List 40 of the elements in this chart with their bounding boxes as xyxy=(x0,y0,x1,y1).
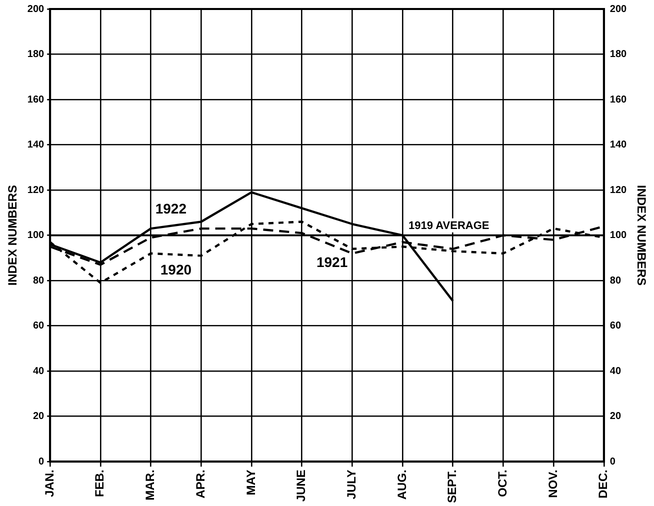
series-label: 1921 xyxy=(316,254,348,270)
y2-tick-label: 120 xyxy=(610,184,628,196)
y-tick-label: 60 xyxy=(32,320,45,332)
x-tick-label: JULY xyxy=(344,470,358,500)
x-tick-label: DEC. xyxy=(596,470,610,498)
y2-tick-label: 100 xyxy=(610,230,628,242)
y-tick-label: 0 xyxy=(38,456,45,468)
y-tick-label: 20 xyxy=(32,411,45,422)
y2-tick-label: 80 xyxy=(610,275,622,286)
y-tick-label: 140 xyxy=(27,140,45,151)
y-tick-label: 100 xyxy=(27,230,45,242)
x-tick-label: MAY xyxy=(244,470,258,496)
y2-tick-label: 20 xyxy=(610,411,622,422)
y2-tick-label: 40 xyxy=(610,366,622,377)
x-tick-label: NOV. xyxy=(546,470,560,498)
y-axis-title: INDEX NUMBERS xyxy=(6,184,20,286)
y-tick-label: 160 xyxy=(27,94,45,106)
y-tick-label: 180 xyxy=(27,49,45,60)
x-tick-label: OCT. xyxy=(496,470,510,497)
y2-tick-label: 0 xyxy=(610,456,616,468)
y2-tick-label: 200 xyxy=(610,4,628,15)
y-tick-label: 120 xyxy=(27,184,45,196)
x-tick-label: SEPT. xyxy=(445,470,460,504)
y2-tick-label: 60 xyxy=(610,320,622,332)
y2-tick-label: 140 xyxy=(610,140,628,151)
x-tick-label: JAN. xyxy=(42,470,56,497)
y-tick-label: 40 xyxy=(32,366,45,377)
ref-line-label: 1919 AVERAGE xyxy=(408,220,490,232)
y2-tick-label: 160 xyxy=(610,94,628,106)
x-tick-label: JUNE xyxy=(294,470,308,502)
series-label: 1922 xyxy=(155,200,187,217)
x-tick-label: MAR. xyxy=(143,470,158,500)
y2-tick-label: 180 xyxy=(610,49,628,60)
y2-axis-title: INDEX NUMBERS xyxy=(634,184,648,286)
y-tick-label: 80 xyxy=(32,275,45,286)
x-tick-label: APR. xyxy=(193,470,208,498)
y-tick-label: 200 xyxy=(27,4,45,15)
x-tick-label: FEB. xyxy=(92,470,107,497)
x-tick-label: AUG. xyxy=(394,470,409,500)
series-label: 1920 xyxy=(160,261,192,278)
